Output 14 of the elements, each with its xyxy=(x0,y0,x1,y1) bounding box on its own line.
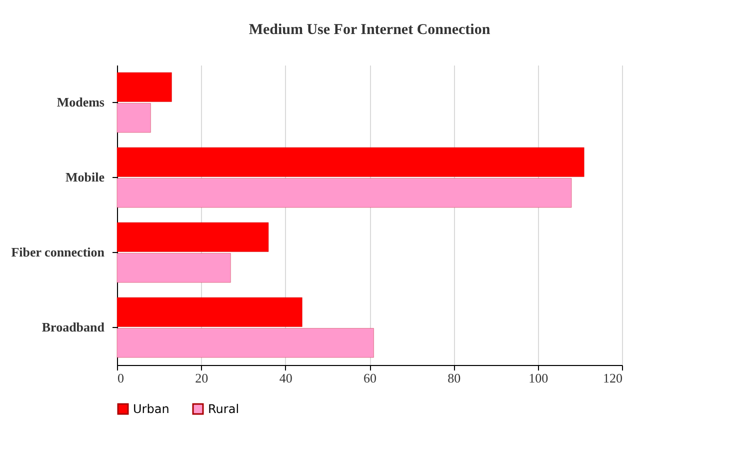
y-tick-label: Broadband xyxy=(42,320,106,334)
legend-label: Urban xyxy=(133,402,170,416)
y-tick-label: Mobile xyxy=(66,170,105,184)
x-tick-label: 100 xyxy=(528,370,548,386)
x-tick-label: 20 xyxy=(195,370,208,386)
chart-title: Medium Use For Internet Connection xyxy=(248,22,491,38)
x-tick-label: 60 xyxy=(364,370,376,386)
x-tick-label: 40 xyxy=(279,370,292,386)
x-tick-label: 0 xyxy=(118,370,124,386)
x-tick-label: 120 xyxy=(603,370,622,386)
y-tick-label: Fiber connection xyxy=(11,244,106,260)
y-tick-label: Modems xyxy=(56,94,104,110)
legend-label: Rural xyxy=(208,402,240,416)
x-tick-label: 80 xyxy=(448,370,461,386)
